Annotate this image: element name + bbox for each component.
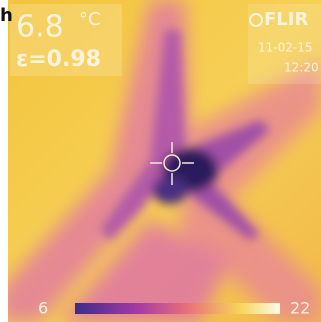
logo: FLIR [264,9,308,30]
time: 12:20 [284,61,319,75]
scale-min: 6 [38,299,48,318]
temperature-unit: °C [79,9,101,30]
date: 11-02-15 [258,41,312,55]
color-scale-bar [75,303,280,314]
temperature: 6.8 [16,10,64,45]
caption: h [0,5,13,26]
thermal-screenshot: h 6.8 °C ε=0.98 FLIR 11-02-15 12:20 6 22 [0,0,321,322]
emissivity: ε=0.98 [16,47,101,72]
scale-max: 22 [290,299,310,318]
